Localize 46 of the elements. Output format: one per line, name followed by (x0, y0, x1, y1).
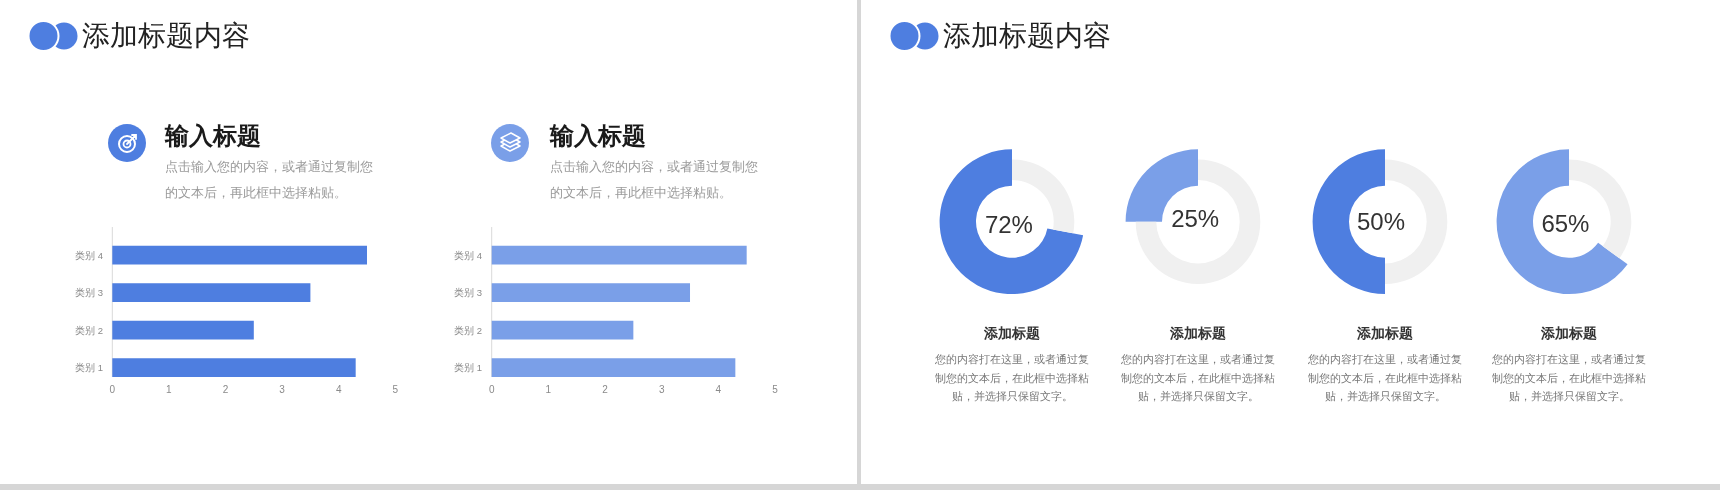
bar (491, 245, 747, 265)
bar (112, 320, 254, 340)
chart-subtitle: 点击输入您的内容，或者通过复制您的文本后，再此框中选择粘贴。 (165, 159, 374, 202)
y-tick-label: 类别 1 (454, 362, 482, 374)
chart-title: 输入标题 (165, 121, 261, 151)
y-tick-label: 类别 2 (75, 324, 103, 336)
x-tick-label: 4 (715, 383, 722, 395)
y-tick-label: 类别 2 (454, 324, 482, 336)
bar (491, 283, 691, 302)
text: 添加标题 (1169, 324, 1228, 343)
chart-title: 输入标题 (550, 121, 646, 151)
bar (112, 358, 356, 377)
x-tick-label: 4 (335, 383, 342, 395)
bar (491, 358, 736, 377)
x-tick-label: 0 (109, 383, 116, 395)
data-label: 65% (1541, 210, 1590, 238)
text: 您的内容打在这里，或者通过复制您的文本后，在此框中选择粘贴，并选择只保留文字。 (934, 352, 1091, 405)
bar (491, 320, 634, 340)
y-tick-label: 类别 1 (75, 362, 103, 374)
x-tick-label: 3 (279, 383, 286, 395)
x-tick-label: 5 (772, 383, 779, 395)
data-label: 50% (1356, 208, 1406, 236)
x-tick-label: 1 (545, 383, 552, 395)
text: 您的内容打在这里，或者通过复制您的文本后，在此框中选择粘贴，并选择只保留文字。 (1307, 352, 1463, 405)
text: 您的内容打在这里，或者通过复制您的文本后，在此框中选择粘贴，并选择只保留文字。 (1120, 352, 1277, 405)
y-tick-label: 类别 4 (75, 249, 103, 261)
data-label: 25% (1171, 205, 1220, 233)
y-tick-label: 类别 3 (75, 287, 103, 299)
y-tick-label: 类别 4 (454, 249, 482, 261)
x-tick-label: 3 (658, 383, 665, 395)
x-tick-label: 1 (166, 383, 173, 395)
chart-subtitle: 点击输入您的内容，或者通过复制您的文本后，再此框中选择粘贴。 (550, 159, 759, 202)
text: 添加标题内容 (943, 19, 1111, 53)
text: 添加标题 (1540, 324, 1599, 343)
text: 添加标题内容 (82, 19, 250, 53)
text: 您的内容打在这里，或者通过复制您的文本后，在此框中选择粘贴，并选择只保留文字。 (1491, 352, 1648, 405)
text: 添加标题 (983, 324, 1042, 343)
text: 添加标题 (1356, 324, 1414, 343)
x-tick-label: 2 (222, 383, 229, 395)
x-tick-label: 2 (602, 383, 609, 395)
bar (112, 245, 367, 265)
x-tick-label: 5 (392, 383, 399, 395)
y-tick-label: 类别 3 (454, 287, 482, 299)
data-label: 72% (985, 210, 1034, 238)
bar (112, 283, 311, 302)
x-tick-label: 0 (488, 383, 495, 395)
